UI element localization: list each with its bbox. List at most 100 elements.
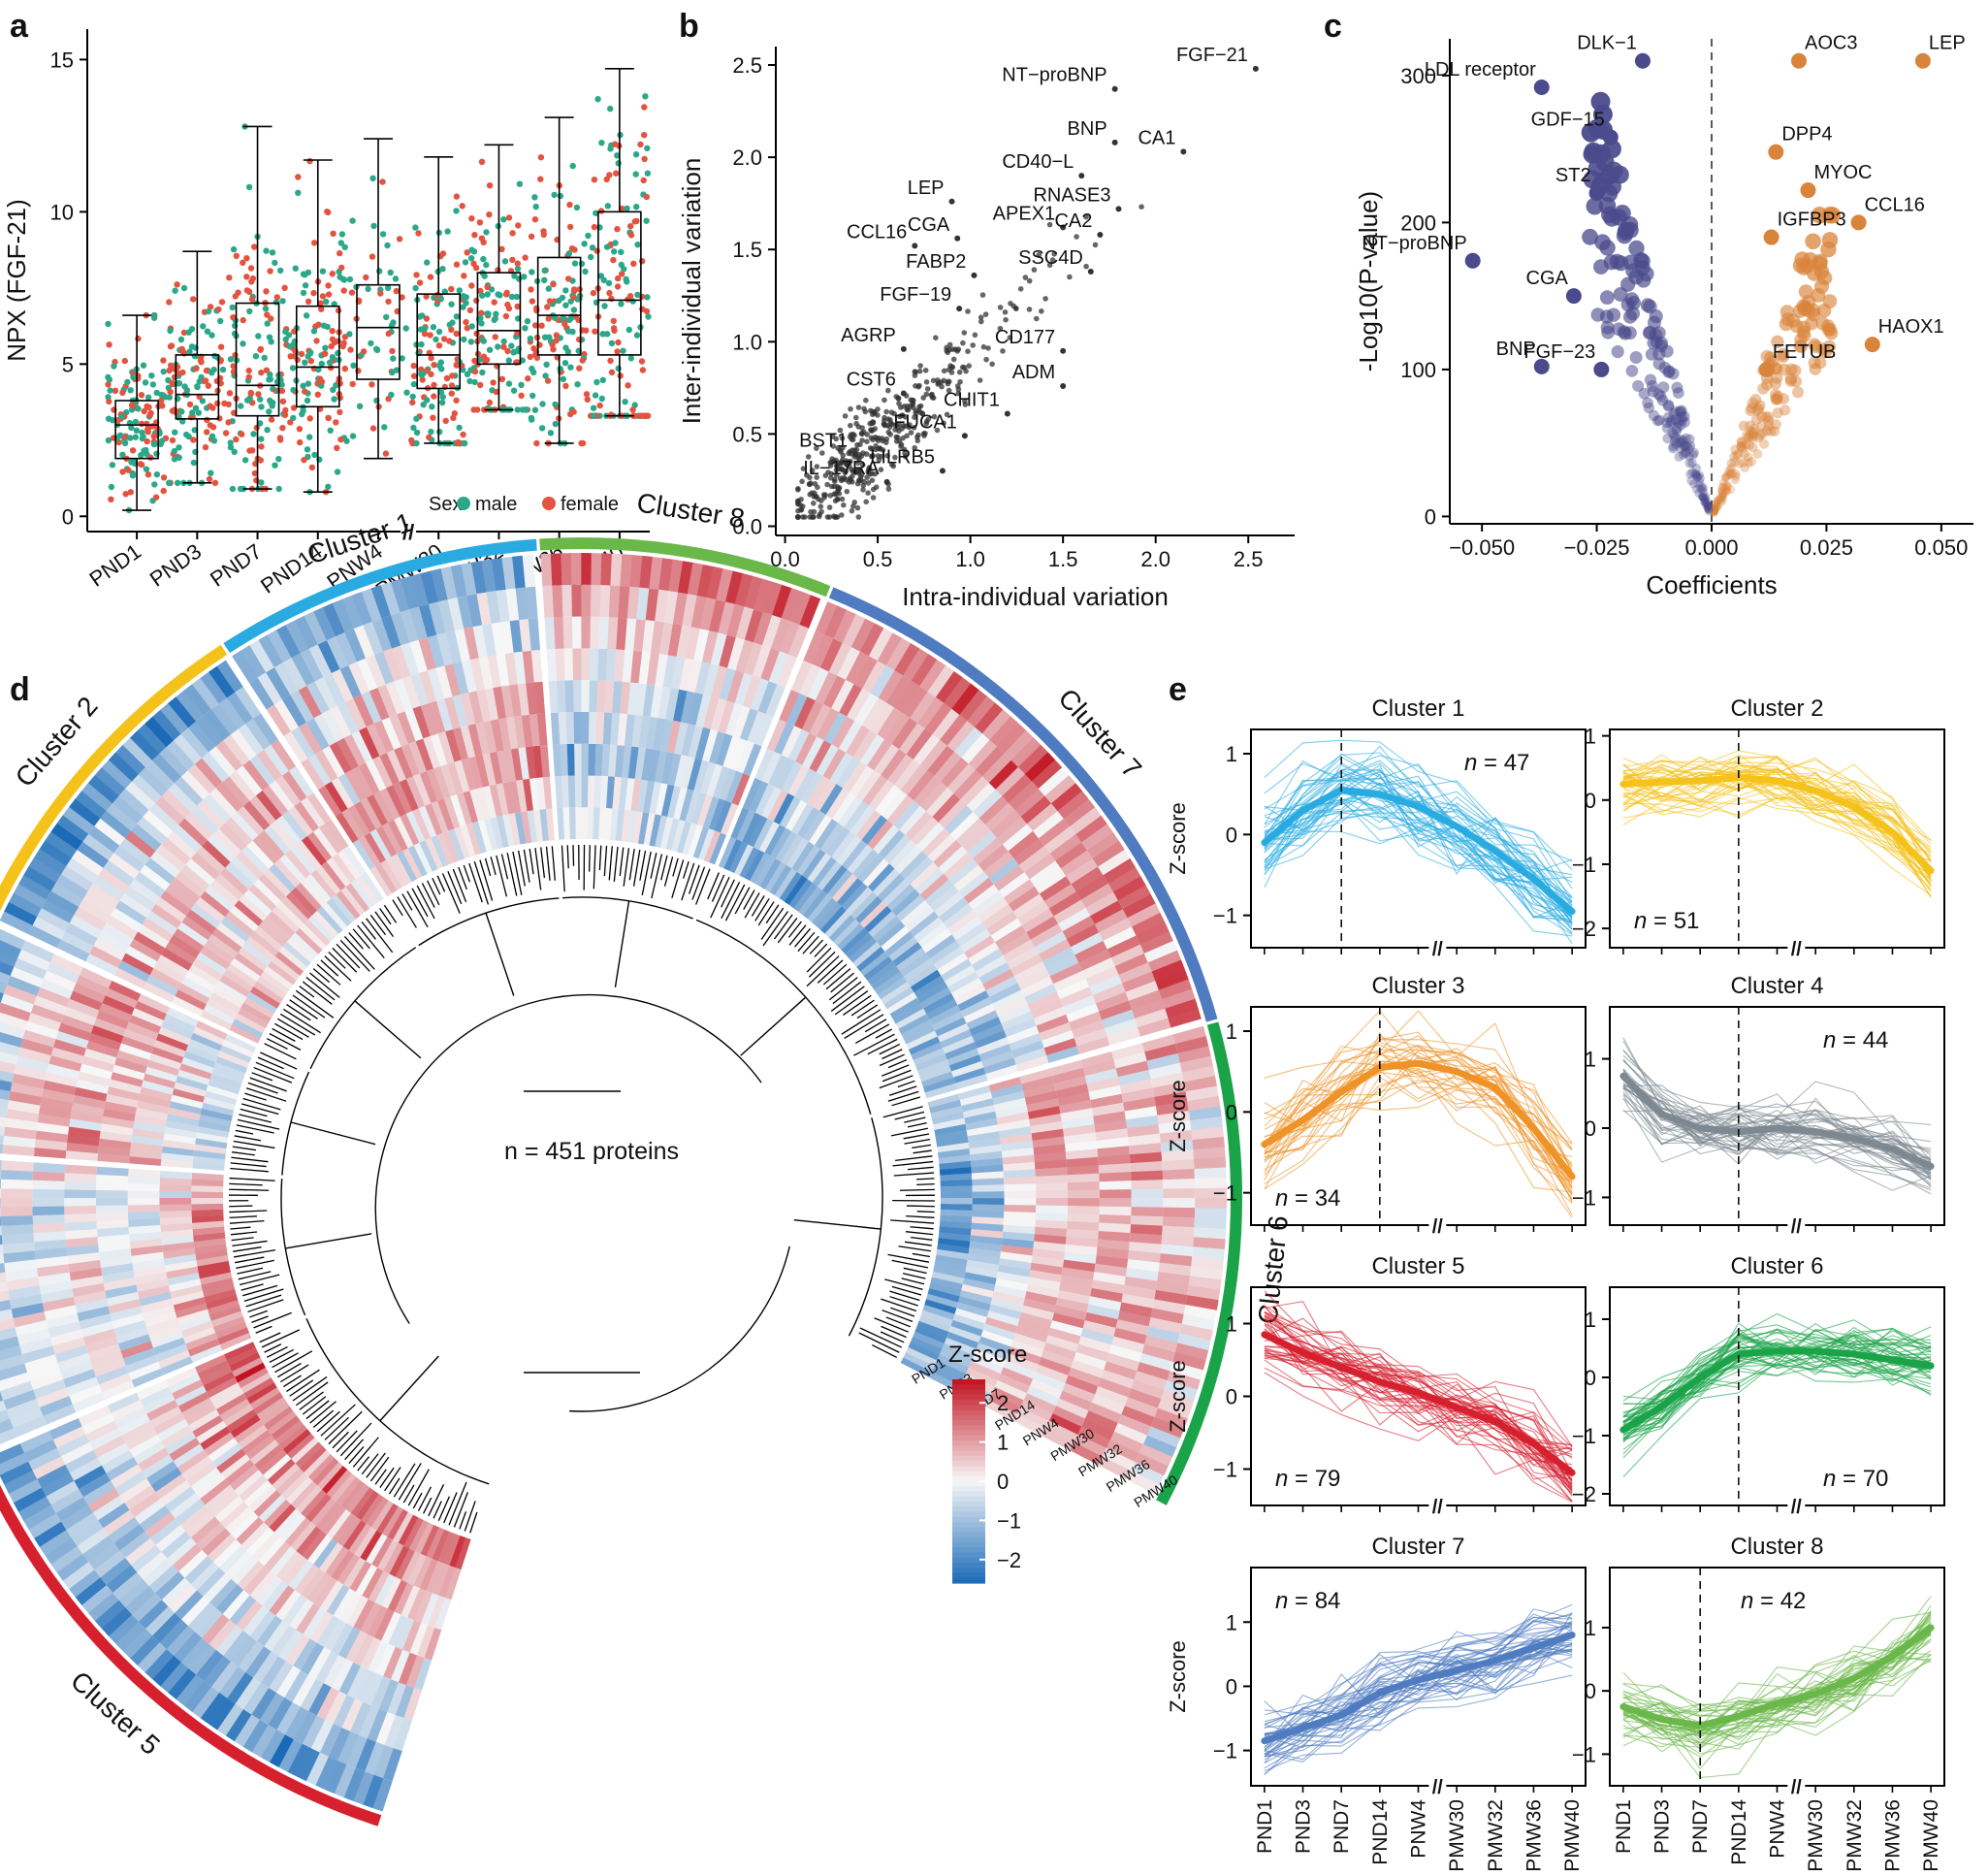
heatmap-cell: [387, 819, 408, 852]
heatmap-cell: [155, 896, 187, 922]
scatter-point-b: [970, 342, 976, 348]
heatmap-cell: [299, 1445, 327, 1472]
heatmap-cell: [176, 1309, 209, 1325]
heatmap-cell: [433, 1597, 452, 1631]
heatmap-cell: [208, 1438, 239, 1462]
scatter-point-b: [1046, 221, 1053, 228]
data-point-a: [637, 412, 644, 419]
heatmap-cell: [419, 670, 437, 704]
volcano-point-c: [1642, 397, 1653, 409]
heatmap-cell: [655, 815, 668, 849]
heatmap-cell: [360, 1530, 382, 1562]
data-point-a: [302, 282, 309, 289]
heatmap-cell: [405, 776, 426, 809]
heatmap-cell: [381, 717, 401, 750]
heatmap-cell: [263, 868, 291, 897]
heatmap-cell: [271, 1625, 297, 1657]
heatmap-cell: [384, 1714, 404, 1749]
volcano-point-c: [1740, 463, 1749, 473]
heatmap-cell: [185, 1332, 218, 1350]
data-point-a: [455, 438, 462, 446]
heatmap-cell: [313, 1576, 337, 1608]
data-point-a: [627, 223, 634, 230]
volcano-point-c: [1704, 501, 1713, 510]
data-point-a: [258, 443, 265, 450]
volcano-point-c: [1741, 439, 1751, 450]
data-point-a: [158, 391, 165, 399]
data-point-a: [325, 282, 332, 289]
heatmap-cell: [570, 553, 582, 585]
dendrogram-branch: [302, 1396, 327, 1415]
heatmap-cell: [525, 586, 538, 620]
data-point-a: [179, 418, 186, 425]
volcano-point-c: [1752, 449, 1763, 459]
scatter-point-b: [814, 464, 820, 469]
dendrogram-branch: [257, 1056, 284, 1070]
heatmap-cell: [181, 915, 212, 941]
dendrogram-branch: [339, 1422, 372, 1457]
heatmap-cell: [322, 745, 345, 778]
heatmap-cell: [273, 662, 299, 695]
heatmap-cell: [292, 1674, 316, 1707]
heatmap-cell: [98, 1373, 132, 1393]
data-point-a: [243, 255, 250, 262]
heatmap-cell: [260, 1656, 286, 1689]
heatmap-cell: [364, 832, 387, 863]
heatmap-cell: [117, 1334, 151, 1351]
data-point-a: [562, 382, 569, 390]
scatter-point-b: [935, 381, 941, 387]
volcano-point-c: [1697, 482, 1707, 492]
heatmap-cell: [674, 722, 689, 756]
heatmap-cell: [260, 970, 290, 994]
data-point-a: [431, 393, 437, 400]
volcano-point-c: [1736, 441, 1747, 452]
heatmap-cell: [168, 783, 198, 813]
dendrogram-branch: [882, 1069, 912, 1083]
volcano-point-c: [1778, 393, 1790, 404]
data-point-a: [453, 362, 460, 369]
heatmap-cell: [269, 1734, 294, 1767]
heatmap-cell: [129, 1434, 162, 1458]
heatmap-cell: [1036, 1182, 1069, 1191]
data-point-a: [349, 217, 356, 224]
heatmap-cell: [166, 1266, 199, 1279]
data-point-a: [107, 387, 113, 394]
heatmap-cell: [318, 823, 343, 854]
data-point-a: [632, 171, 639, 178]
heatmap-cell: [178, 1314, 211, 1332]
heatmap-cell: [432, 1563, 450, 1596]
scatter-point-b: [997, 325, 1004, 332]
scatter-point-b: [965, 308, 971, 314]
heatmap-cell: [701, 631, 719, 664]
point-label-b: ADM: [1012, 362, 1055, 383]
heatmap-cell: [27, 1362, 61, 1381]
volcano-point-c: [1734, 459, 1745, 469]
heatmap-cell: [667, 753, 682, 787]
heatmap-cell: [101, 1263, 134, 1276]
data-point-a: [276, 435, 284, 441]
dendrogram-branch: [882, 1064, 910, 1077]
data-point-a: [185, 329, 192, 336]
volcano-point-c: [1685, 440, 1696, 451]
heatmap-cell: [160, 1222, 193, 1232]
heatmap-cell: [277, 1629, 304, 1662]
data-point-a: [576, 365, 583, 372]
heatmap-cell: [463, 791, 479, 824]
heatmap-cell: [129, 1238, 163, 1249]
labeled-point-c: [1533, 358, 1550, 374]
heatmap-cell: [251, 1725, 277, 1758]
data-point-a: [151, 481, 158, 488]
heatmap-cell: [175, 1303, 208, 1318]
heatmap-cell: [11, 1303, 45, 1318]
scatter-point-b: [966, 363, 972, 370]
heatmap-cell: [37, 1113, 71, 1127]
data-point-a: [514, 406, 521, 413]
heatmap-cell: [159, 1210, 192, 1218]
heatmap-cell: [24, 1353, 58, 1373]
heatmap-cell: [493, 686, 507, 720]
heatmap-cell: [160, 1479, 191, 1505]
heatmap-cell: [242, 800, 271, 830]
heatmap-cell: [386, 749, 407, 783]
heatmap-cell: [40, 978, 74, 999]
heatmap-cell: [646, 716, 658, 750]
